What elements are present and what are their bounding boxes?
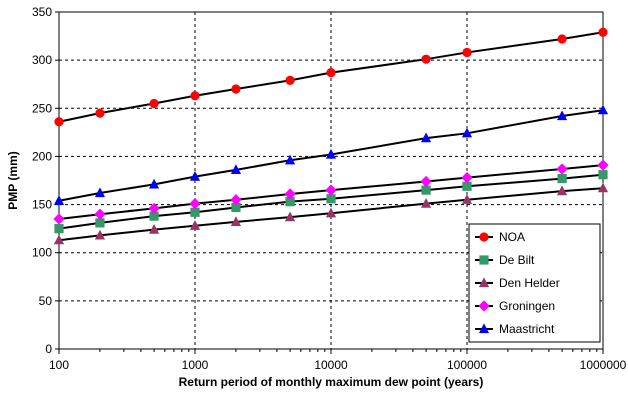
legend-label: De Bilt — [499, 253, 535, 267]
data-point — [421, 54, 431, 64]
data-point — [461, 127, 473, 138]
legend-label: NOA — [499, 230, 525, 244]
axes — [55, 11, 604, 354]
data-point — [189, 220, 201, 230]
data-point — [556, 185, 568, 196]
data-point — [54, 117, 64, 127]
data-point — [95, 218, 105, 228]
data-point — [94, 208, 106, 220]
data-point — [557, 173, 567, 184]
legend-item: Maastricht — [475, 322, 555, 336]
data-point — [598, 27, 608, 37]
y-tick-label: 150 — [32, 198, 52, 212]
y-tick-label: 0 — [45, 342, 52, 356]
data-point — [148, 178, 160, 189]
data-point — [148, 202, 160, 215]
data-point — [461, 172, 473, 184]
data-point — [230, 194, 242, 206]
data-point — [54, 224, 64, 234]
series-de-bilt — [54, 170, 608, 234]
legend-label: Den Helder — [499, 276, 560, 290]
data-point — [94, 187, 106, 198]
y-axis-title: PMP (mm) — [6, 151, 20, 209]
y-tick-label: 50 — [39, 294, 53, 308]
data-point — [462, 47, 472, 58]
x-tick-label: 100000 — [447, 358, 487, 372]
data-point — [325, 207, 337, 218]
data-point — [284, 211, 296, 222]
data-point — [94, 229, 106, 240]
legend: NOA De Bilt Den Helder Groningen Maastricht — [468, 223, 601, 343]
data-point — [149, 98, 159, 109]
data-point — [597, 182, 609, 193]
data-point — [190, 91, 200, 101]
data-point — [284, 154, 296, 165]
data-point — [597, 104, 609, 115]
x-axis-title: Return period of monthly maximum dew poi… — [179, 375, 484, 389]
data-point — [326, 68, 336, 78]
y-axis-tick-labels: 0 50 100 150 200 250 300 350 — [32, 5, 52, 356]
data-point — [461, 194, 473, 204]
series-den-helder — [53, 182, 609, 245]
series-noa — [54, 27, 608, 127]
data-point — [462, 181, 472, 191]
data-point — [230, 164, 242, 175]
series-groningen — [53, 159, 609, 225]
data-point — [557, 34, 567, 44]
series-maastricht — [53, 104, 609, 205]
data-point — [325, 184, 337, 196]
data-point — [597, 159, 609, 171]
x-tick-label: 1000000 — [580, 358, 627, 372]
legend-marker — [478, 277, 490, 288]
x-axis-tick-labels: 100 1000 10000 100000 1000000 — [49, 358, 627, 372]
data-point — [53, 195, 65, 205]
data-point — [284, 188, 296, 200]
data-point — [95, 108, 105, 118]
legend-marker — [479, 255, 489, 265]
y-tick-label: 200 — [32, 149, 52, 163]
data-point — [53, 234, 65, 245]
data-point — [189, 198, 201, 210]
data-point — [420, 175, 432, 188]
legend-marker — [478, 323, 490, 334]
data-point — [53, 213, 65, 225]
x-tick-label: 100 — [49, 358, 69, 372]
series-group — [53, 27, 609, 245]
data-point — [231, 202, 241, 213]
data-point — [285, 75, 295, 85]
data-point — [148, 224, 160, 234]
data-point — [325, 148, 337, 159]
data-point — [149, 211, 159, 221]
legend-item: De Bilt — [475, 253, 535, 267]
data-point — [420, 132, 432, 143]
legend-marker — [478, 300, 490, 312]
legend-label: Maastricht — [499, 322, 555, 336]
data-point — [556, 110, 568, 121]
data-point — [326, 194, 336, 204]
legend-item: Den Helder — [475, 276, 560, 290]
x-tick-label: 10000 — [314, 358, 348, 372]
data-point — [230, 216, 242, 227]
legend-item: Groningen — [475, 299, 555, 313]
data-point — [285, 197, 295, 207]
data-point — [556, 163, 568, 175]
legend-label: Groningen — [499, 299, 555, 313]
data-point — [190, 207, 200, 217]
y-tick-label: 100 — [32, 246, 52, 260]
data-point — [189, 171, 201, 181]
legend-marker — [479, 232, 489, 242]
data-point — [420, 198, 432, 208]
legend-item: NOA — [475, 230, 525, 244]
y-tick-label: 350 — [32, 5, 52, 19]
x-tick-label: 1000 — [182, 358, 209, 372]
data-point — [231, 84, 241, 94]
y-tick-label: 300 — [32, 53, 52, 67]
y-tick-label: 250 — [32, 101, 52, 115]
data-point — [421, 185, 431, 195]
data-point — [598, 170, 608, 180]
